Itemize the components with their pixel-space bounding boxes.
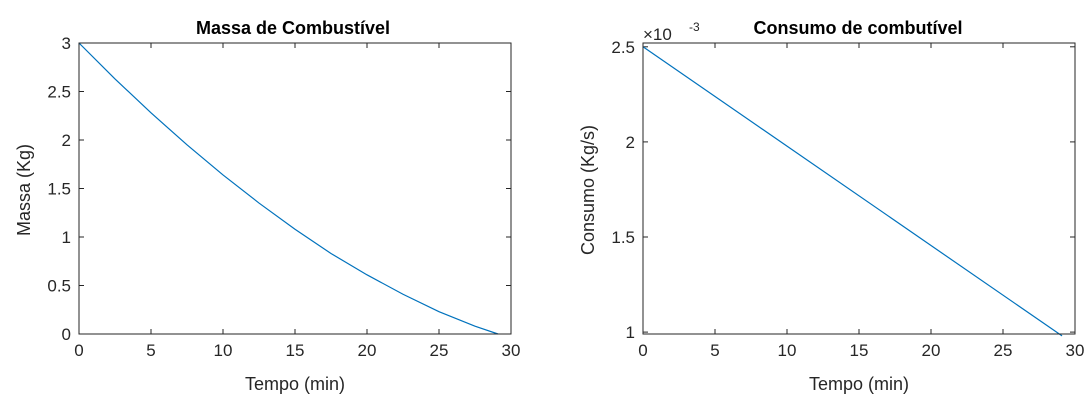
x-tick-label: 10 <box>214 341 233 360</box>
x-tick-label: 10 <box>778 341 797 360</box>
x-tick-label: 15 <box>286 341 305 360</box>
y-tick-label: 1.5 <box>611 228 635 247</box>
plot-area-frame <box>78 42 512 335</box>
y-tick-labels: 1 1.5 2 2.5 <box>611 38 635 342</box>
x-tick-label: 25 <box>430 341 449 360</box>
y-axis-label: Consumo (Kg/s) <box>578 125 598 255</box>
chart-fuel-consumption: Consumo de combutível ×10 -3 1 1.5 2 2.5 0 5… <box>578 18 1084 394</box>
x-tick-label: 0 <box>638 341 647 360</box>
x-tick-label: 5 <box>146 341 155 360</box>
x-tick-label: 20 <box>922 341 941 360</box>
plot-area-frame <box>642 42 1076 335</box>
series-line <box>78 42 499 335</box>
y-tick-label: 1 <box>62 228 71 247</box>
y-tick-label: 2 <box>626 133 635 152</box>
x-tick-label: 5 <box>710 341 719 360</box>
y-exponent-label: ×10 -3 <box>643 20 700 44</box>
chart-title: Consumo de combutível <box>753 18 962 38</box>
x-axis-label: Tempo (min) <box>245 374 345 394</box>
y-tick-label: 1 <box>626 323 635 342</box>
y-tick-label: 0.5 <box>47 277 71 296</box>
tick-marks <box>78 42 512 335</box>
chart-title: Massa de Combustível <box>196 18 390 38</box>
y-tick-label: 2.5 <box>611 38 635 57</box>
tick-marks <box>642 43 1076 334</box>
x-tick-label: 30 <box>1066 341 1085 360</box>
series-line <box>642 46 1063 337</box>
exponent-base: ×10 <box>643 25 672 44</box>
y-tick-label: 2 <box>62 131 71 150</box>
x-tick-label: 30 <box>502 341 521 360</box>
y-tick-label: 1.5 <box>47 180 71 199</box>
x-tick-labels: 0 5 10 15 20 25 30 <box>638 341 1084 360</box>
x-tick-label: 15 <box>850 341 869 360</box>
y-tick-label: 2.5 <box>47 83 71 102</box>
y-tick-label: 0 <box>62 325 71 344</box>
x-tick-labels: 0 5 10 15 20 25 30 <box>74 341 520 360</box>
exponent-power: -3 <box>689 20 700 34</box>
y-tick-labels: 0 0.5 1 1.5 2 2.5 3 <box>47 34 71 344</box>
x-tick-label: 0 <box>74 341 83 360</box>
chart-fuel-mass: Massa de Combustível 0 0.5 1 1.5 2 2.5 3 0 5 10 1… <box>14 18 520 394</box>
y-axis-label: Massa (Kg) <box>14 144 34 236</box>
y-tick-label: 3 <box>62 34 71 53</box>
x-axis-label: Tempo (min) <box>809 374 909 394</box>
x-tick-label: 25 <box>994 341 1013 360</box>
x-tick-label: 20 <box>358 341 377 360</box>
